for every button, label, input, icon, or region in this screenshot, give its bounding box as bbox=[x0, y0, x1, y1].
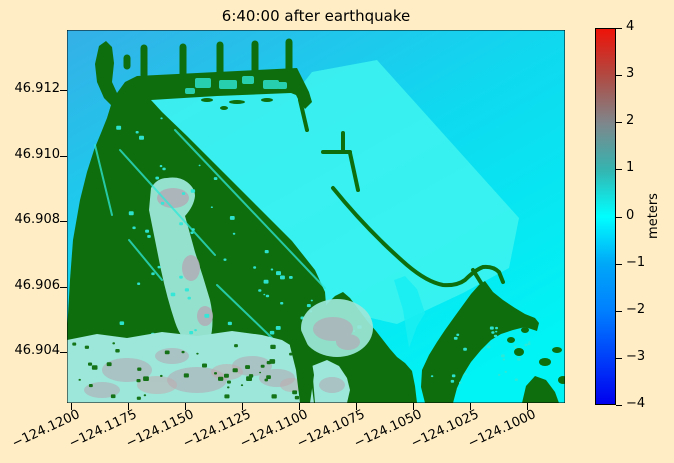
corner-land-dots bbox=[507, 327, 565, 384]
colorbar-tick-mark bbox=[616, 310, 622, 312]
road-streaks bbox=[94, 129, 326, 339]
map-plot bbox=[67, 30, 565, 403]
y-tick-mark bbox=[60, 221, 67, 222]
colorbar-tick-mark bbox=[616, 28, 622, 29]
central-flood-plume bbox=[149, 177, 213, 348]
colorbar-tick-mark bbox=[616, 357, 622, 359]
colorbar-tick-label: 0 bbox=[626, 207, 635, 223]
horsehead-flood-speckles bbox=[430, 326, 531, 390]
beach-gray-patches bbox=[84, 348, 345, 398]
x-tick-mark bbox=[185, 403, 186, 410]
dock-fingers bbox=[123, 38, 293, 79]
x-tick-mark bbox=[413, 403, 414, 410]
colorbar-tick-label: −3 bbox=[626, 348, 646, 364]
y-tick-mark bbox=[60, 90, 67, 91]
y-tick-label: 46.912 bbox=[14, 81, 61, 96]
colorbar-tick-mark bbox=[616, 75, 622, 77]
colorbar-tick-mark bbox=[616, 122, 622, 124]
colorbar bbox=[595, 28, 616, 405]
corner-land-blob bbox=[522, 376, 559, 403]
y-tick-label: 46.910 bbox=[14, 146, 61, 162]
colorbar-tick-label: 3 bbox=[626, 66, 635, 82]
colorbar-tick-label: −2 bbox=[626, 301, 646, 317]
y-tick-label: 46.906 bbox=[14, 277, 61, 293]
x-tick-mark bbox=[299, 403, 300, 410]
colorbar-tick-label: 2 bbox=[626, 113, 635, 129]
round-flood-gray bbox=[313, 317, 360, 350]
y-tick-mark bbox=[60, 286, 67, 288]
notch-water bbox=[394, 276, 425, 348]
x-tick-mark bbox=[356, 403, 357, 410]
colorbar-tick-label: −4 bbox=[626, 396, 646, 411]
colorbar-tick-label: 4 bbox=[626, 19, 635, 34]
colorbar-tick-mark bbox=[616, 405, 622, 406]
beach-green-speckles bbox=[72, 342, 300, 400]
y-tick-label: 46.908 bbox=[14, 212, 61, 227]
colorbar-tick-label: −1 bbox=[626, 254, 646, 270]
x-tick-mark bbox=[242, 403, 243, 410]
colorbar-axis-label: meters bbox=[646, 193, 661, 239]
plot-title: 6:40:00 after earthquake bbox=[221, 7, 411, 25]
strip-flood-patches bbox=[185, 76, 287, 94]
basin-debris-dashes bbox=[201, 98, 273, 110]
horsehead-landmass bbox=[421, 281, 539, 403]
colorbar-tick-mark bbox=[616, 169, 622, 171]
y-tick-mark bbox=[60, 155, 67, 157]
colorbar-tick-mark bbox=[616, 263, 622, 265]
x-tick-mark bbox=[527, 403, 528, 410]
marina-basin-water bbox=[147, 60, 519, 324]
beach-pink-patches bbox=[137, 364, 304, 394]
x-tick-mark bbox=[470, 403, 471, 410]
beach-flood-strip bbox=[67, 331, 314, 403]
y-tick-mark bbox=[60, 352, 67, 353]
y-tick-label: 46.904 bbox=[14, 343, 61, 358]
x-tick-mark bbox=[128, 403, 129, 410]
curved-breakwater bbox=[331, 186, 505, 288]
beach-green-wedge bbox=[289, 328, 314, 403]
x-tick-mark bbox=[71, 403, 72, 410]
colorbar-tick-label: 1 bbox=[626, 160, 635, 176]
colorbar-tick-mark bbox=[616, 216, 622, 218]
